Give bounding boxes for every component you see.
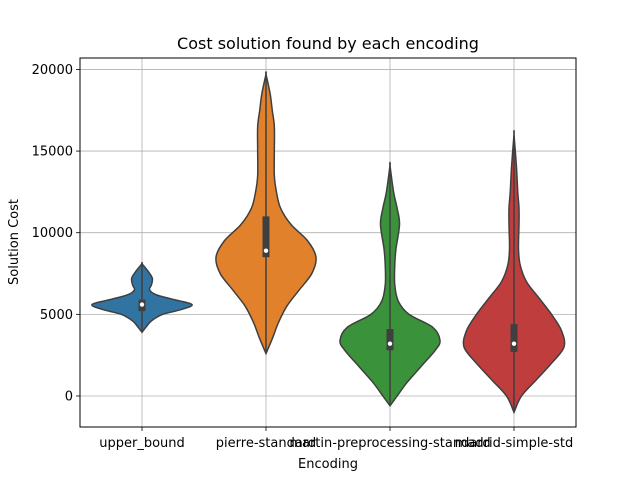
violin-iqr-box xyxy=(262,216,270,258)
violin-median-point xyxy=(511,341,517,346)
y-tick-label: 20000 xyxy=(32,63,73,78)
axes-group: 0 5000 10000 15000 20000 upper_bound pierre-st… xyxy=(32,63,574,451)
x-axis-title: Encoding xyxy=(298,457,358,472)
violin-iqr-box xyxy=(510,324,518,352)
y-tick-label: 5000 xyxy=(40,308,73,323)
x-tick-label: pierre-standard xyxy=(216,436,316,451)
x-tick-label: madrid-simple-std xyxy=(455,436,574,451)
violin-median-point xyxy=(387,341,393,346)
violin-iqr-box xyxy=(386,329,394,351)
violin-median-point xyxy=(139,302,145,307)
y-tick-label: 0 xyxy=(65,389,73,404)
x-tick-label: martin-preprocessing-standard xyxy=(289,436,490,451)
y-tick-label: 10000 xyxy=(32,226,73,241)
chart-title: Cost solution found by each encoding xyxy=(177,34,479,53)
plot-frame xyxy=(79,57,577,428)
y-tick-label: 15000 xyxy=(32,145,73,160)
x-tick-label: upper_bound xyxy=(99,436,185,451)
violin-median-point xyxy=(263,248,269,253)
y-axis-title: Solution Cost xyxy=(7,199,22,285)
grid-lines xyxy=(80,58,576,427)
violins-group xyxy=(91,71,566,415)
